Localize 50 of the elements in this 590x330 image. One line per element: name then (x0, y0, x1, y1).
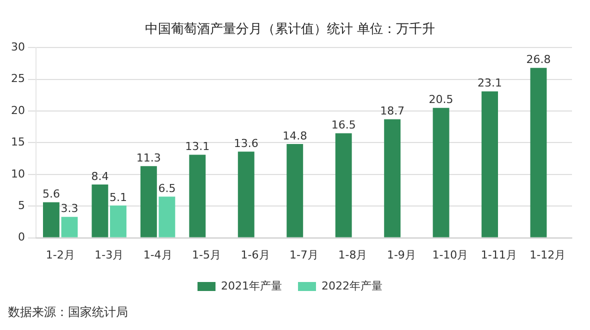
bar (238, 152, 254, 238)
bar (110, 205, 126, 238)
data-label: 20.5 (428, 93, 454, 106)
data-label: 26.8 (526, 53, 551, 66)
y-tick-label: 15 (10, 136, 25, 149)
y-tick-label: 25 (10, 72, 25, 86)
data-label: 8.4 (91, 170, 109, 183)
data-label: 11.3 (136, 152, 161, 165)
x-tick-label: 1-3月 (94, 248, 124, 262)
x-tick-label: 1-10月 (432, 248, 468, 262)
y-tick-label: 5 (18, 198, 25, 212)
bar (43, 202, 60, 238)
y-tick-label: 20 (10, 104, 25, 117)
bar (335, 133, 352, 238)
data-label: 5.6 (42, 188, 60, 201)
data-label: 16.5 (331, 118, 356, 132)
bar (384, 119, 401, 238)
legend-label: 2021年产量 (221, 279, 282, 292)
x-tick-label: 1-9月 (386, 248, 416, 262)
bar (432, 108, 450, 238)
y-tick-label: 0 (18, 230, 25, 244)
bar (140, 166, 157, 238)
data-label: 18.7 (380, 104, 405, 118)
y-tick-label: 10 (10, 167, 25, 180)
y-tick-label: 30 (10, 40, 25, 54)
source-note: 数据来源：国家统计局 (8, 304, 129, 321)
bar (530, 68, 547, 238)
chart-title: 中国葡萄酒产量分月（累计值）统计 单位：万千升 (144, 22, 436, 38)
x-tick-label: 1-2月 (46, 248, 75, 262)
data-label: 13.6 (234, 136, 258, 150)
x-tick-label: 1-6月 (240, 248, 270, 262)
x-tick-label: 1-11月 (480, 248, 517, 262)
x-tick-label: 1-7月 (290, 248, 318, 262)
data-label: 14.8 (282, 129, 308, 142)
x-tick-label: 1-4月 (143, 248, 172, 262)
data-label: 3.3 (60, 202, 78, 216)
data-label: 23.1 (478, 76, 502, 90)
bar (189, 154, 206, 238)
data-label: 6.5 (158, 182, 176, 195)
legend-label: 2022年产量 (322, 279, 382, 292)
data-label: 5.1 (109, 190, 127, 204)
x-tick-label: 1-12月 (530, 248, 566, 262)
bar (158, 196, 176, 238)
bar (482, 91, 498, 238)
x-tick-label: 1-8月 (338, 248, 368, 262)
data-label: 13.1 (185, 140, 210, 154)
bar (92, 184, 108, 238)
x-tick-label: 1-5月 (192, 248, 222, 262)
bar (61, 216, 78, 238)
bar (286, 144, 304, 238)
